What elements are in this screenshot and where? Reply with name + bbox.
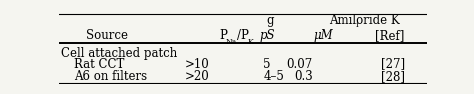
Text: [Ref]: [Ref] <box>375 29 404 42</box>
Text: A6 on filters: A6 on filters <box>74 70 147 83</box>
Text: [27]: [27] <box>381 58 405 71</box>
Text: >20: >20 <box>185 70 210 83</box>
Text: P: P <box>219 29 227 42</box>
Text: g: g <box>267 14 274 27</box>
Text: K: K <box>248 38 254 46</box>
Text: 4–5: 4–5 <box>263 70 284 83</box>
Text: 5: 5 <box>263 58 271 71</box>
Text: pS: pS <box>260 29 275 42</box>
Text: 0.07: 0.07 <box>286 58 313 71</box>
Text: Source: Source <box>86 29 128 42</box>
Text: 0.3: 0.3 <box>294 70 313 83</box>
Text: i: i <box>356 21 359 29</box>
Text: [28]: [28] <box>381 70 405 83</box>
Text: >10: >10 <box>185 58 210 71</box>
Text: /P: /P <box>237 29 249 42</box>
Text: Na: Na <box>226 38 237 46</box>
Text: Rat CCT: Rat CCT <box>74 58 124 71</box>
Text: Cell attached patch: Cell attached patch <box>61 47 177 60</box>
Text: μM: μM <box>314 29 334 42</box>
Text: Amiloride K: Amiloride K <box>329 14 400 27</box>
